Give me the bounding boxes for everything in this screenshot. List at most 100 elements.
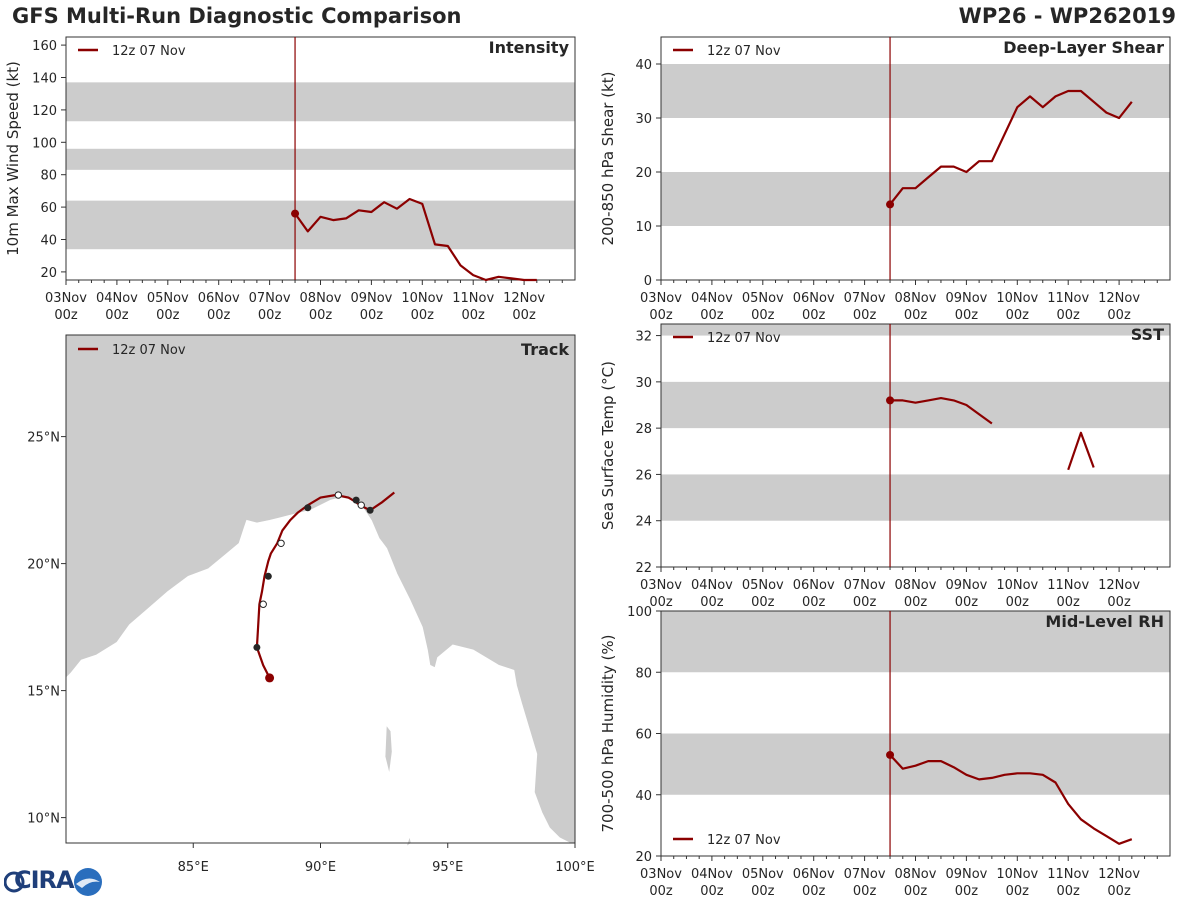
track-point-00z xyxy=(304,504,312,512)
track-point-00z xyxy=(253,643,261,651)
sst-ytick-label: 32 xyxy=(635,330,652,345)
shear-legend-label: 12z 07 Nov xyxy=(707,44,781,59)
sst-ylabel: Sea Surface Temp (°C) xyxy=(599,361,617,530)
shear-series-line xyxy=(889,89,1133,206)
rh-xtick-day: 03Nov xyxy=(640,867,682,882)
intensity-ytick-label: 100 xyxy=(32,136,57,151)
intensity-panel-title: Intensity xyxy=(489,38,570,57)
intensity-series-start-point xyxy=(291,209,300,218)
rh-ylabel: 700-500 hPa Humidity (%) xyxy=(599,634,617,832)
shear-xtick-hour: 00z xyxy=(802,308,826,323)
rh-xtick-hour: 00z xyxy=(751,884,775,899)
track-legend-label: 12z 07 Nov xyxy=(112,343,186,358)
intensity-xtick-hour: 00z xyxy=(258,308,282,323)
intensity-xtick-hour: 00z xyxy=(105,308,129,323)
rh-series-line xyxy=(889,754,1133,845)
intensity-xtick-hour: 00z xyxy=(156,308,180,323)
sst-ytick-label: 30 xyxy=(635,376,652,391)
sst-xtick-hour: 00z xyxy=(649,595,673,610)
rh-band xyxy=(661,611,1170,673)
sst-xtick-day: 11Nov xyxy=(1047,578,1089,593)
shear-band xyxy=(661,172,1170,226)
shear-xtick-hour: 00z xyxy=(751,308,775,323)
cira-logo-text: CIRA xyxy=(14,866,75,894)
sst-xtick-day: 04Nov xyxy=(691,578,733,593)
track-island xyxy=(407,837,411,846)
intensity-xtick-day: 09Nov xyxy=(350,291,392,306)
rh-xtick-hour: 00z xyxy=(649,884,673,899)
sst-band xyxy=(661,381,1170,429)
intensity-ytick-label: 60 xyxy=(40,201,57,216)
sst-xtick-hour: 00z xyxy=(1107,595,1131,610)
rh-xtick-day: 11Nov xyxy=(1047,867,1089,882)
sst-xtick-day: 10Nov xyxy=(996,578,1038,593)
sst-xtick-hour: 00z xyxy=(700,595,724,610)
intensity-xtick-day: 03Nov xyxy=(45,291,87,306)
intensity-ylabel: 10m Max Wind Speed (kt) xyxy=(4,61,22,256)
shear-xtick-day: 04Nov xyxy=(691,291,733,306)
track-xtick-label: 85°E xyxy=(178,860,209,875)
shear-xtick-day: 05Nov xyxy=(742,291,784,306)
intensity-band xyxy=(66,82,575,122)
sst-ytick-label: 28 xyxy=(635,422,652,437)
intensity-xtick-hour: 00z xyxy=(462,308,486,323)
intensity-legend-label: 12z 07 Nov xyxy=(112,44,186,59)
shear-xtick-day: 07Nov xyxy=(844,291,886,306)
intensity-xtick-hour: 00z xyxy=(360,308,384,323)
track-start-point xyxy=(265,673,275,683)
intensity-xtick-hour: 00z xyxy=(411,308,435,323)
track-point-12z xyxy=(277,539,285,547)
sst-panel-title: SST xyxy=(1131,325,1164,344)
cira-logo: CIRA xyxy=(3,866,108,898)
intensity-xtick-day: 10Nov xyxy=(401,291,443,306)
shear-xtick-day: 11Nov xyxy=(1047,291,1089,306)
sst-xtick-day: 08Nov xyxy=(895,578,937,593)
rh-panel-title: Mid-Level RH xyxy=(1045,612,1164,631)
rh-xtick-day: 10Nov xyxy=(996,867,1038,882)
rh-xtick-day: 07Nov xyxy=(844,867,886,882)
sst-xtick-hour: 00z xyxy=(751,595,775,610)
track-panel-title: Track xyxy=(521,340,569,359)
sst-plot-area xyxy=(661,324,1170,567)
shear-ytick-label: 20 xyxy=(635,166,652,181)
shear-ylabel: 200-850 hPa Shear (kt) xyxy=(599,72,617,246)
shear-xtick-hour: 00z xyxy=(649,308,673,323)
rh-xtick-day: 05Nov xyxy=(742,867,784,882)
sst-xtick-day: 12Nov xyxy=(1098,578,1140,593)
rh-ytick-label: 100 xyxy=(627,605,652,620)
sst-ytick-label: 24 xyxy=(635,515,652,530)
shear-ytick-label: 0 xyxy=(644,274,652,289)
rh-ytick-label: 60 xyxy=(635,728,652,743)
track-point-12z xyxy=(357,501,365,509)
shear-xtick-hour: 00z xyxy=(1057,308,1081,323)
shear-series-start-point xyxy=(886,200,895,209)
intensity-xtick-hour: 00z xyxy=(309,308,333,323)
sst-ytick-label: 26 xyxy=(635,468,652,483)
track-ytick-label: 20°N xyxy=(27,558,60,573)
track-ytick-label: 15°N xyxy=(27,685,60,700)
rh-xtick-day: 09Nov xyxy=(945,867,987,882)
rh-xtick-hour: 00z xyxy=(955,884,979,899)
track-point-12z xyxy=(259,600,267,608)
cira-logo-graphic xyxy=(3,868,102,896)
sst-xtick-hour: 00z xyxy=(853,595,877,610)
shear-xtick-day: 09Nov xyxy=(945,291,987,306)
rh-xtick-hour: 00z xyxy=(1057,884,1081,899)
track-point-00z xyxy=(352,496,360,504)
sst-xtick-hour: 00z xyxy=(1057,595,1081,610)
sst-xtick-hour: 00z xyxy=(802,595,826,610)
rh-ytick-label: 80 xyxy=(635,666,652,681)
sst-xtick-day: 07Nov xyxy=(844,578,886,593)
track-xtick-label: 95°E xyxy=(432,860,463,875)
shear-xtick-hour: 00z xyxy=(853,308,877,323)
rh-xtick-hour: 00z xyxy=(853,884,877,899)
sst-xtick-hour: 00z xyxy=(955,595,979,610)
intensity-xtick-day: 12Nov xyxy=(503,291,545,306)
shear-xtick-day: 08Nov xyxy=(895,291,937,306)
track-xtick-label: 100°E xyxy=(555,860,595,875)
shear-xtick-hour: 00z xyxy=(904,308,928,323)
sst-xtick-hour: 00z xyxy=(904,595,928,610)
shear-ytick-label: 10 xyxy=(635,220,652,235)
rh-xtick-hour: 00z xyxy=(904,884,928,899)
